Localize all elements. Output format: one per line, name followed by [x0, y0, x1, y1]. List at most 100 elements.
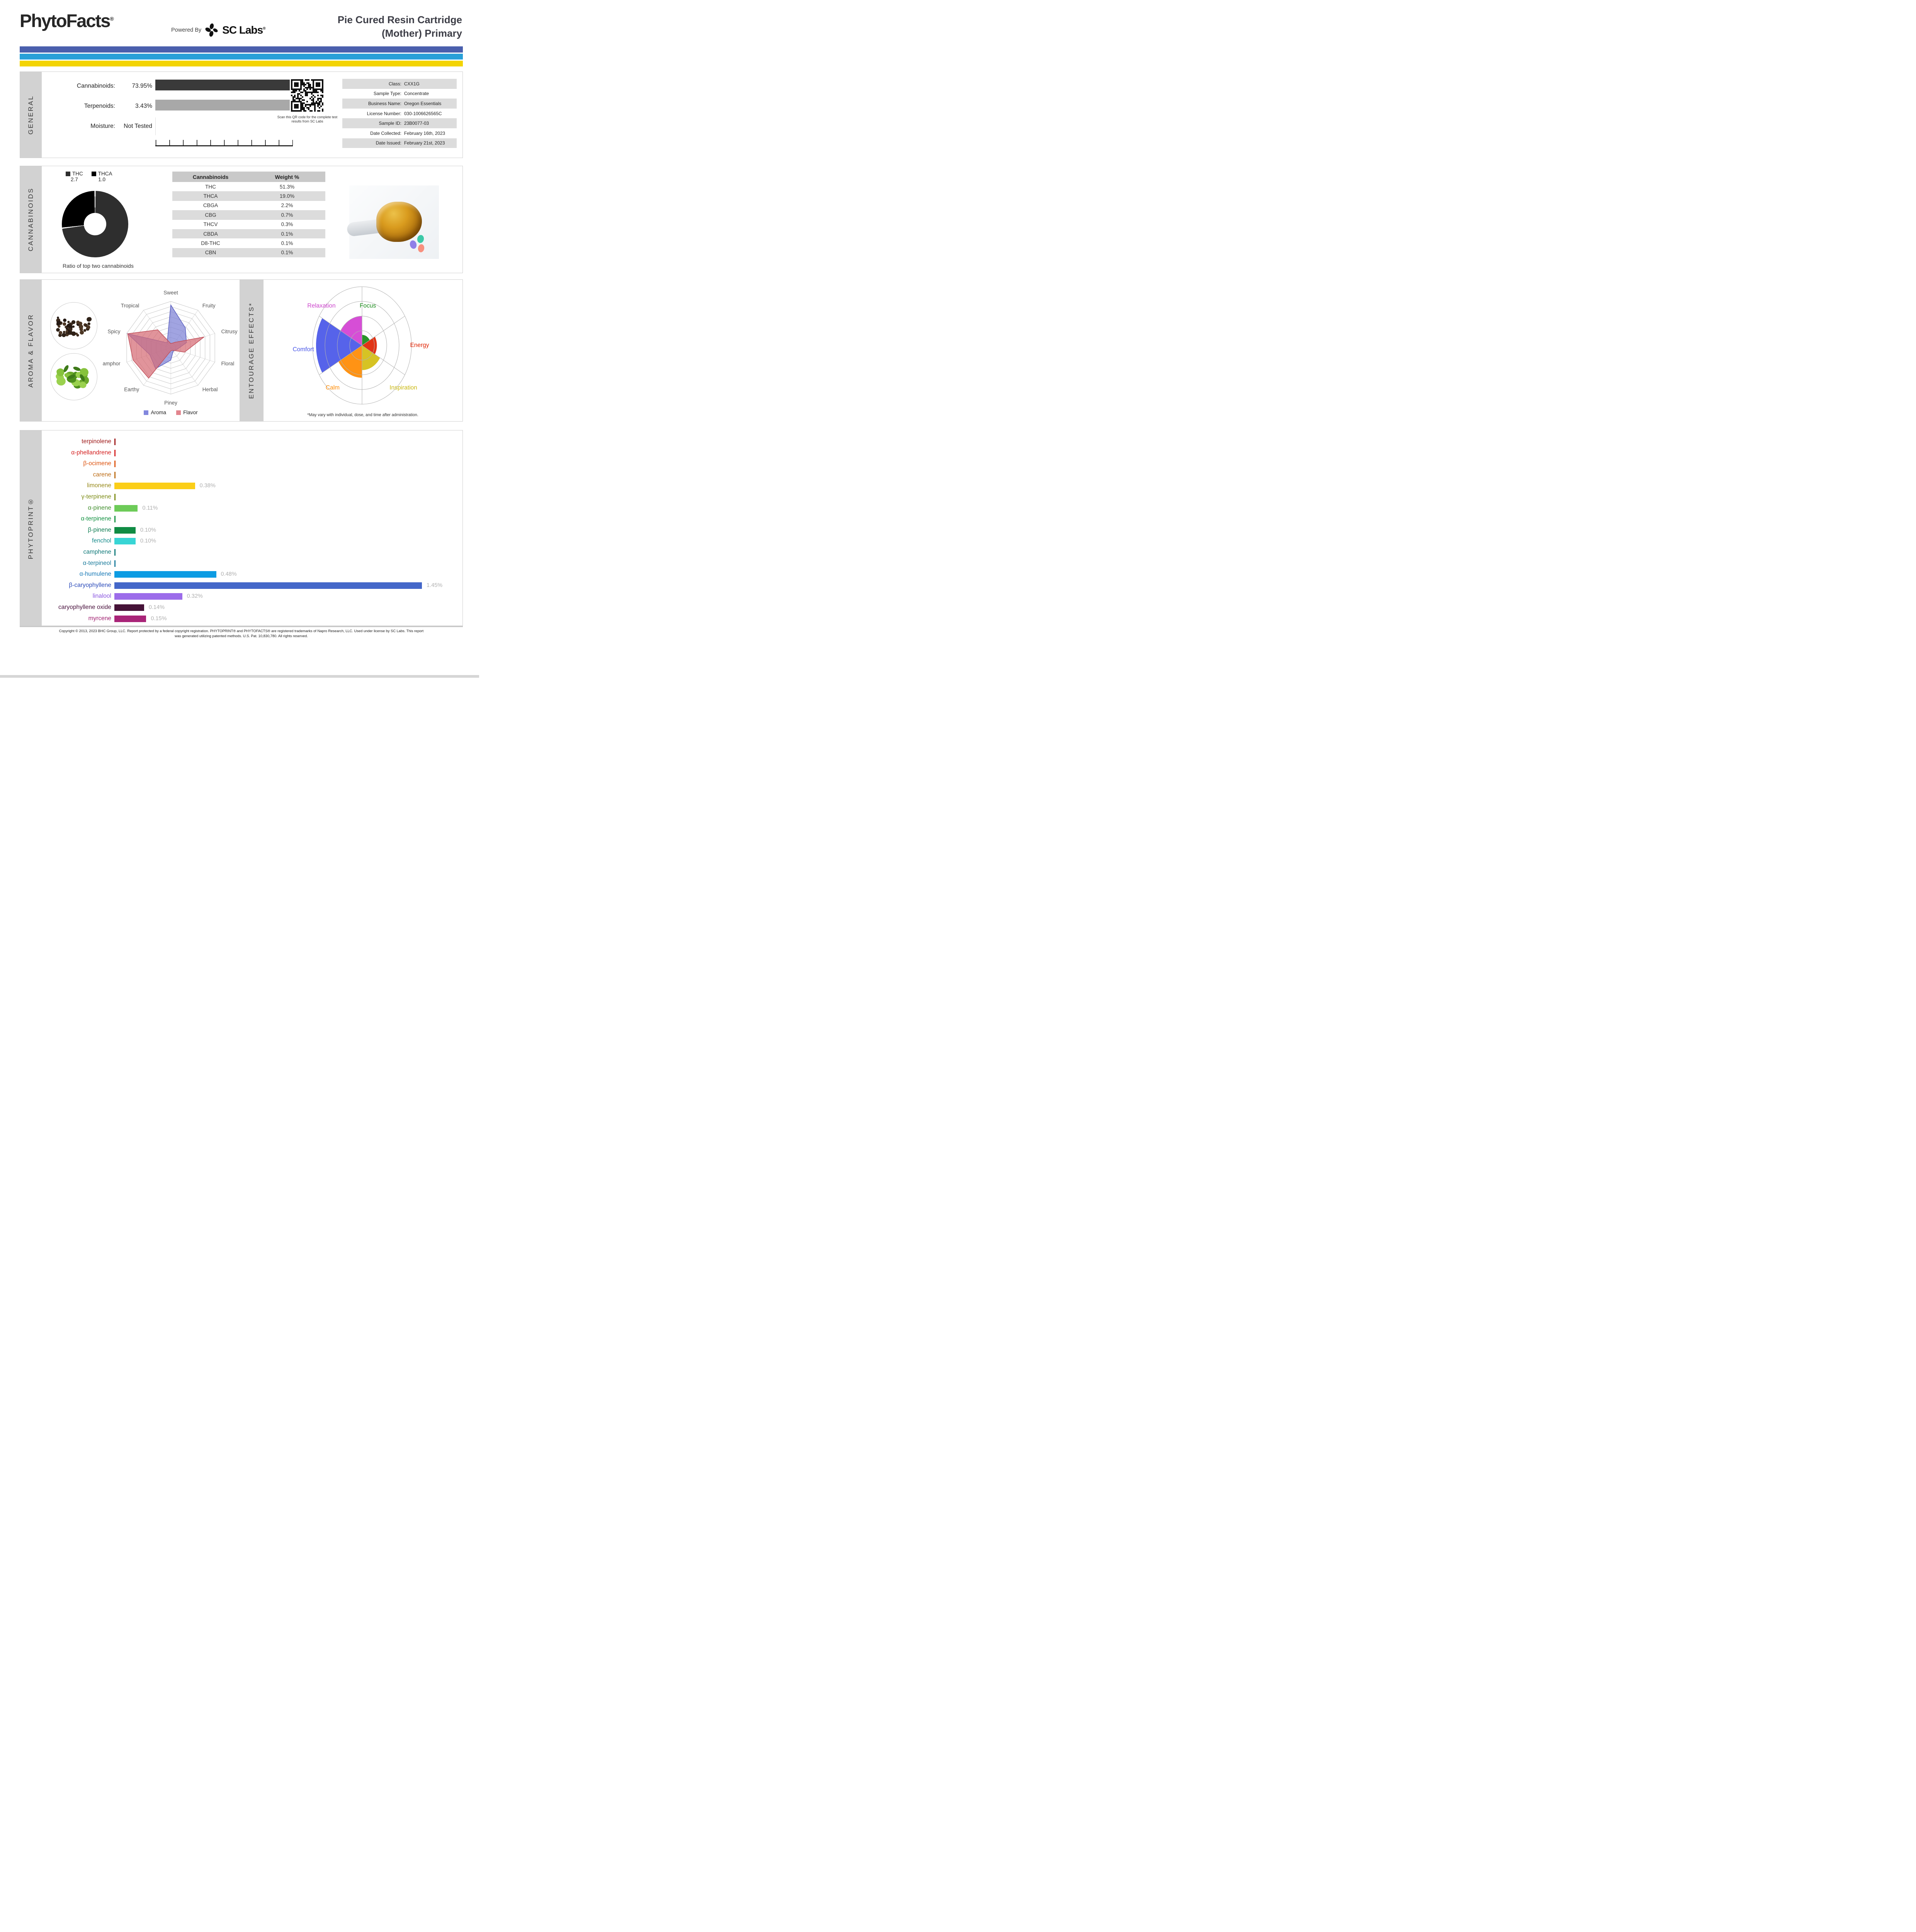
- info-label: License Number:: [367, 111, 401, 116]
- page-bottom-strip: [0, 675, 479, 678]
- terpenoids-total-label: Terpenoids:: [84, 103, 115, 109]
- terpene-bar: [114, 439, 116, 445]
- energy-label: Energy: [410, 342, 429, 349]
- info-row: Date Collected: February 16th, 2023: [342, 128, 457, 138]
- info-label: Sample Type:: [373, 91, 401, 97]
- info-label: Date Issued:: [376, 140, 401, 146]
- cannabinoid-name: CBG: [205, 212, 216, 218]
- thc-ratio-value: 2.7: [70, 177, 78, 182]
- phytofacts-logo-text: PhytoFacts: [20, 10, 111, 31]
- svg-text:Citrusy: Citrusy: [221, 329, 237, 335]
- terpene-row: γ-terpinene: [42, 493, 459, 502]
- comfort-label: Comfort: [292, 346, 314, 353]
- hops-image: [56, 365, 89, 389]
- logo-dot-purple: [409, 240, 418, 250]
- peppercorn-photo: [50, 302, 97, 349]
- phytofacts-logo: PhytoFacts®: [20, 10, 114, 31]
- title-line-1: Pie Cured Resin Cartridge: [337, 14, 462, 26]
- section-cannabinoids: CANNABINOIDS THC 2.7 THCA 1.0 Ratio of t…: [20, 166, 463, 273]
- thca-swatch: [91, 171, 96, 176]
- cannabinoid-row: THC 51.3%: [172, 182, 325, 191]
- info-label: Class:: [389, 81, 401, 87]
- logo-dot-teal: [417, 234, 425, 244]
- info-value: February 16th, 2023: [404, 130, 445, 136]
- aroma-sidebar-label: AROMA & FLAVOR: [27, 313, 34, 388]
- svg-text:Tropical: Tropical: [121, 303, 139, 309]
- terpene-row: linalool 0.32%: [42, 592, 459, 601]
- terpene-label: α-pinene: [88, 504, 111, 511]
- terpene-value: 0.38%: [199, 483, 216, 489]
- header-stripe-yellow: [20, 61, 463, 66]
- terpene-bar: [114, 449, 116, 456]
- scale-ruler: [155, 140, 293, 146]
- terpene-row: α-terpineol: [42, 559, 459, 568]
- thca-ratio-value: 1.0: [98, 177, 106, 182]
- cannabinoid-row: CBGA 2.2%: [172, 201, 325, 210]
- thca-legend-label: THCA: [98, 171, 112, 177]
- title-line-2: (Mother) Primary: [381, 27, 462, 39]
- terpenoids-total-value: 3.43%: [135, 103, 152, 109]
- terpene-value: 0.11%: [142, 505, 158, 511]
- qr-caption: Scan this QR code for the complete test …: [277, 115, 338, 123]
- cannabinoid-name: CBN: [205, 250, 216, 256]
- info-value: Oregon Essentials: [404, 100, 442, 106]
- cannabinoid-row: D8-THC 0.1%: [172, 238, 325, 248]
- resin-blob-image: [376, 202, 422, 242]
- svg-text:Floral: Floral: [221, 361, 234, 366]
- moisture-label: Moisture:: [90, 123, 115, 129]
- cannabinoid-weight: 2.2%: [281, 202, 293, 209]
- terpene-label: linalool: [92, 593, 111, 600]
- cannabinoid-name: CBGA: [203, 202, 218, 209]
- hops-photo: [50, 353, 97, 400]
- general-sidebar-label: GENERAL: [27, 95, 34, 135]
- cannabinoids-content: THC 2.7 THCA 1.0 Ratio of top two cannab…: [42, 166, 462, 273]
- terpene-bar: [114, 571, 216, 578]
- terpene-value: 0.10%: [140, 527, 156, 533]
- header-stripe-blue: [20, 46, 463, 53]
- thc-swatch: [66, 171, 70, 176]
- terpene-label: terpinolene: [82, 438, 111, 445]
- general-content: Cannabinoids: 73.95% Terpenoids: 3.43% M…: [42, 72, 462, 158]
- entourage-footnote: *May vary with individual, dose, and tim…: [307, 413, 418, 417]
- cannabinoid-table-body: THC 51.3% THCA 19.0% CBGA 2.2% CBG 0.7% THCV 0.3%…: [172, 182, 325, 258]
- info-value: 23B0077-03: [404, 121, 429, 126]
- cannabinoid-weight: 51.3%: [279, 184, 295, 190]
- aroma-legend-item: Aroma: [144, 410, 166, 415]
- terpene-bar: [114, 461, 116, 468]
- copyright-line-2: was generated utilizing patented methods…: [175, 634, 308, 638]
- info-row: Business Name: Oregon Essentials: [342, 99, 457, 109]
- cannabinoid-col-header: Cannabinoids: [192, 173, 229, 180]
- cannabinoid-row: THCA 19.0%: [172, 191, 325, 201]
- terpene-bar: [114, 516, 116, 523]
- terpene-label: β-ocimene: [83, 460, 111, 467]
- terpene-row: α-phellandrene: [42, 449, 459, 458]
- info-label: Sample ID:: [379, 121, 401, 126]
- relaxation-label: Relaxation: [307, 303, 336, 309]
- donut-caption: Ratio of top two cannabinoids: [63, 263, 134, 269]
- terpene-value: 0.10%: [140, 538, 156, 544]
- powered-by-group: Powered By SC Labs®: [171, 23, 266, 37]
- cannabinoid-row: THCV 0.3%: [172, 220, 325, 229]
- svg-text:Fruity: Fruity: [202, 303, 216, 309]
- terpene-value: 0.14%: [148, 604, 165, 611]
- aroma-sidebar: AROMA & FLAVOR: [20, 280, 42, 421]
- terpene-row: myrcene 0.15%: [42, 614, 459, 624]
- terpene-label: β-pinene: [88, 526, 111, 533]
- terpene-value: 0.32%: [187, 593, 203, 600]
- terpene-label: α-phellandrene: [71, 449, 111, 456]
- footer-divider: [20, 626, 463, 627]
- aroma-swatch: [144, 410, 149, 415]
- cannabinoid-row: CBG 0.7%: [172, 210, 325, 220]
- terpene-bar-chart: terpinolene α-phellandrene β-ocimene carene…: [42, 430, 462, 626]
- svg-text:Sweet: Sweet: [163, 290, 178, 296]
- cannabinoid-name: THCA: [203, 193, 218, 199]
- header-stripe-cyan: [20, 54, 463, 60]
- entourage-sidebar: ENTOURAGE EFFECTS*: [240, 280, 264, 421]
- cannabinoid-weight: 0.7%: [281, 212, 293, 218]
- terpene-bar: [114, 582, 422, 589]
- sample-photo: [346, 185, 439, 259]
- qr-code: [290, 78, 325, 113]
- cannabinoid-name: THC: [205, 184, 216, 190]
- flavor-legend-label: Flavor: [183, 410, 198, 415]
- terpene-bar: [114, 505, 138, 512]
